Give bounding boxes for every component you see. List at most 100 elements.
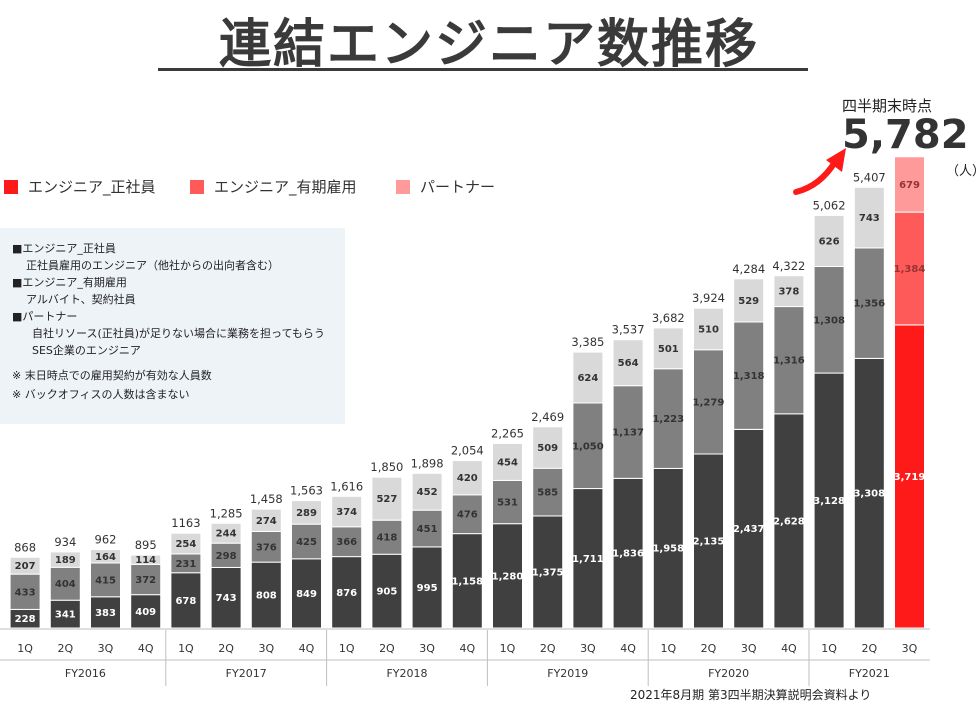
segment-label: 1,711 (572, 554, 604, 565)
segment-label: 114 (135, 555, 156, 566)
x-tick-label: 2Q (57, 642, 73, 655)
segment-label: 378 (778, 287, 799, 298)
note-desc-fulltime: 正社員雇用のエンジニア（他社からの出向者含む） (26, 259, 279, 272)
bar-segment-fixed-term (693, 349, 724, 455)
segment-label: 376 (256, 542, 277, 553)
segment-label: 476 (457, 510, 478, 521)
segment-label: 501 (658, 344, 679, 355)
x-tick-label: 2Q (218, 642, 234, 655)
note-desc-partner-2: SES企業のエンジニア (32, 344, 141, 357)
bar-total-label: 4,284 (732, 262, 765, 276)
bar-segment-partner (371, 476, 403, 521)
bar-segment-fulltime (130, 594, 162, 629)
legend-swatch-partner (396, 179, 410, 194)
bar-segment-fulltime (170, 572, 202, 629)
x-tick-label: 2Q (379, 642, 395, 655)
x-tick-label: 1Q (821, 642, 837, 655)
bar-segment-fixed-term (371, 519, 403, 555)
bar-segment-partner (733, 278, 765, 323)
bar-segment-partner (9, 556, 41, 575)
segment-label: 164 (95, 552, 116, 563)
bar-segment-fulltime (371, 553, 403, 629)
segment-label: 298 (216, 551, 237, 562)
segment-label: 3,719 (894, 472, 926, 483)
bar-segment-fixed-term (532, 467, 564, 517)
segment-label: 1,316 (773, 356, 805, 367)
segment-label: 1,836 (612, 549, 644, 560)
segment-label: 1,279 (693, 397, 725, 408)
bar-segment-fixed-term (331, 526, 363, 558)
legend-swatch-fixed-term (190, 179, 204, 194)
segment-label: 876 (336, 588, 357, 599)
bar-segment-partner (532, 426, 564, 469)
bar-total-label: 3,924 (692, 291, 725, 305)
segment-label: 679 (899, 180, 920, 191)
segment-label: 425 (296, 537, 317, 548)
bar-segment-partner (291, 500, 322, 525)
bar-segment-fixed-term (813, 265, 845, 374)
bar-total-label: 3,537 (612, 323, 645, 337)
notes-box: ■エンジニア_正社員 正社員雇用のエンジニア（他社からの出向者含む） ■エンジニ… (0, 228, 345, 424)
bar-segment-partner (90, 549, 121, 564)
bar-total-label: 1,285 (210, 506, 243, 520)
bar-segment-fulltime (210, 566, 242, 629)
segment-label: 905 (376, 587, 397, 598)
x-tick-label: 1Q (17, 642, 33, 655)
x-tick-label: 3Q (902, 642, 918, 655)
bar-total-label: 2,265 (491, 426, 524, 440)
segment-label: 1,375 (532, 567, 564, 578)
bar-segment-fulltime (652, 467, 684, 629)
note-remark-1: ※ 末日時点での雇用契約が有効な人員数 (12, 369, 212, 382)
bar-total-label: 4,322 (772, 259, 805, 273)
segment-label: 3,308 (853, 489, 885, 500)
bar-segment-partner (693, 307, 724, 351)
note-desc-fixed-term: アルバイト、契約社員 (26, 293, 136, 306)
source-note: 2021年8月期 第3四半期決算説明会資料より (630, 688, 872, 702)
segment-label: 1,356 (853, 299, 885, 310)
segment-label: 1,958 (652, 544, 684, 555)
bar-segment-fulltime (773, 413, 805, 629)
segment-label: 383 (95, 608, 116, 619)
callout-label: 四半期末時点 (842, 97, 933, 115)
bar-segment-partner (210, 522, 242, 544)
bar-total-label: 868 (14, 540, 36, 554)
x-tick-label: 3Q (258, 642, 274, 655)
x-tick-label: 2Q (701, 642, 717, 655)
bar-segment-partner (49, 551, 81, 568)
bar-segment-partner (894, 156, 925, 213)
segment-label: 1,223 (652, 414, 684, 425)
bar-segment-fixed-term (210, 542, 242, 568)
bar-segment-fulltime (813, 372, 845, 629)
fiscal-year-label: FY2017 (226, 667, 267, 680)
segment-label: 228 (15, 614, 36, 625)
x-tick-label: 2Q (861, 642, 877, 655)
legend-item-fixed-term: エンジニア_有期雇用 (190, 176, 357, 197)
bar-segment-fulltime (90, 596, 121, 629)
note-remark-2: ※ バックオフィスの人数は含まない (12, 388, 190, 401)
bar-segment-fulltime (411, 546, 443, 629)
segment-label: 366 (336, 537, 357, 548)
segment-label: 743 (859, 213, 880, 224)
bar-total-label: 934 (54, 535, 76, 549)
x-tick-label: 4Q (620, 642, 636, 655)
bar-segment-fixed-term (773, 306, 805, 415)
bar-segment-partner (652, 327, 684, 370)
bar-segment-fulltime (853, 357, 885, 629)
bar-total-label: 1,850 (370, 460, 403, 474)
bar-total-label: 1163 (171, 516, 200, 530)
segment-label: 808 (256, 591, 277, 602)
bar-segment-partner (250, 508, 282, 533)
segment-label: 2,135 (693, 536, 725, 547)
segment-label: 189 (55, 555, 76, 566)
segment-label: 289 (296, 508, 317, 519)
bar-segment-partner (170, 532, 202, 555)
bar-total-label: 962 (95, 533, 117, 547)
segment-label: 1,308 (813, 315, 845, 326)
segment-label: 678 (175, 596, 196, 607)
bar-segment-fixed-term (612, 385, 644, 479)
bar-segment-fixed-term (733, 321, 765, 430)
segment-label: 527 (376, 494, 397, 505)
segment-label: 231 (175, 559, 196, 570)
x-tick-label: 3Q (98, 642, 114, 655)
segment-label: 626 (819, 236, 840, 247)
